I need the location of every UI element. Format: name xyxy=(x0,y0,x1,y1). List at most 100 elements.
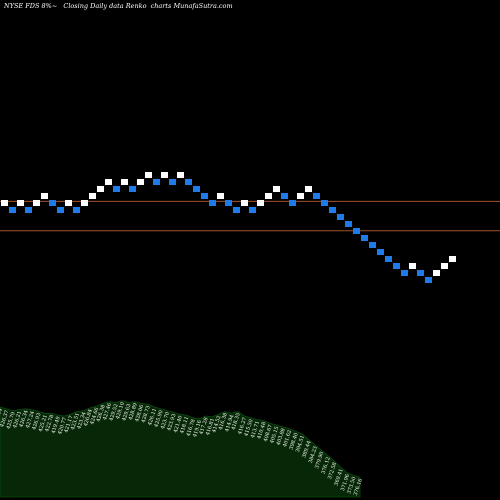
renko-brick-down xyxy=(385,256,392,262)
volume-label: 420.77 xyxy=(57,417,68,435)
volume-label: 417.28 xyxy=(199,417,210,435)
renko-brick-up xyxy=(265,193,272,199)
renko-brick-down xyxy=(361,235,368,241)
renko-brick-down xyxy=(233,207,240,213)
volume-label: 372.58 xyxy=(327,462,338,480)
volume-label: 423.93 xyxy=(166,413,177,431)
volume-label: 425.90 xyxy=(154,410,165,428)
renko-brick-down xyxy=(209,200,216,206)
renko-brick-up xyxy=(105,179,112,185)
volume-label: 421.17 xyxy=(64,415,75,433)
renko-brick-up xyxy=(305,186,312,192)
volume-label: 416.78 xyxy=(186,419,197,437)
renko-brick-up xyxy=(17,200,24,206)
volume-label: 429.52 xyxy=(109,403,120,421)
volume-label: 410.48 xyxy=(256,421,267,439)
renko-brick-down xyxy=(345,221,352,227)
volume-label: 418.35 xyxy=(231,412,242,430)
renko-brick-up xyxy=(449,256,456,262)
header-site: MunafaSutra.com xyxy=(172,2,232,10)
volume-label: 376.16 xyxy=(353,478,364,496)
volume-label: 428.89 xyxy=(128,402,139,420)
renko-brick-down xyxy=(73,207,80,213)
renko-brick-down xyxy=(169,179,176,185)
renko-brick-down xyxy=(113,186,120,192)
volume-label: 416.38 xyxy=(218,412,229,430)
renko-brick-down xyxy=(185,179,192,185)
volume-label: 421.40 xyxy=(173,415,184,433)
renko-brick-down xyxy=(9,207,16,213)
volume-label: 426.93 xyxy=(31,412,42,430)
volume-label: 426.84 xyxy=(83,409,94,427)
renko-brick-up xyxy=(65,200,72,206)
volume-label: 373.50 xyxy=(346,476,357,494)
renko-brick-down xyxy=(313,193,320,199)
renko-brick-down xyxy=(417,270,424,276)
volume-area: 427.04426.37425.79426.21426.34427.24426.… xyxy=(0,400,364,498)
renko-brick-up xyxy=(433,270,440,276)
volume-label: 415.50 xyxy=(244,419,255,437)
header-chart-kind: Renko xyxy=(125,2,147,10)
volume-label: 414.94 xyxy=(224,414,235,432)
volume-label: 423.34 xyxy=(76,411,87,429)
volume-label: 429.10 xyxy=(115,401,126,419)
renko-brick-down xyxy=(377,249,384,255)
volume-label: 425.21 xyxy=(38,414,49,432)
volume-label: 369.41 xyxy=(334,468,345,486)
renko-brick-up xyxy=(81,200,88,206)
renko-bricks xyxy=(1,172,456,283)
renko-brick-up xyxy=(137,179,144,185)
renko-brick-up xyxy=(217,193,224,199)
volume-label: 389.44 xyxy=(301,440,312,458)
volume-label: 419.49 xyxy=(51,416,62,434)
renko-brick-down xyxy=(49,200,56,206)
renko-brick-up xyxy=(441,263,448,269)
volume-label: 376.12 xyxy=(321,456,332,474)
header-ticker: NYSE FDS xyxy=(3,2,40,10)
volume-label: 405.15 xyxy=(269,426,280,444)
volume-label: 414.52 xyxy=(211,415,222,433)
volume-label: 425.79 xyxy=(6,411,17,429)
renko-brick-down xyxy=(393,263,400,269)
volume-label: 398.40 xyxy=(289,432,300,450)
renko-brick-down xyxy=(369,242,376,248)
volume-label: 428.73 xyxy=(141,405,152,423)
renko-brick-down xyxy=(425,277,432,283)
renko-brick-down xyxy=(225,200,232,206)
volume-label: 426.37 xyxy=(0,410,10,428)
renko-brick-down xyxy=(193,186,200,192)
volume-label: 403.88 xyxy=(276,428,287,446)
renko-brick-up xyxy=(409,263,416,269)
renko-brick-down xyxy=(337,214,344,220)
volume-label: 424.66 xyxy=(89,407,100,425)
volume-label: 401.62 xyxy=(282,429,293,447)
volume-label: 408.67 xyxy=(263,424,274,442)
renko-brick-down xyxy=(25,207,32,213)
renko-brick-down xyxy=(321,200,328,206)
header-description: Closing Daily data xyxy=(63,2,123,10)
volume-label: 426.11 xyxy=(147,408,158,426)
renko-brick-down xyxy=(249,207,256,213)
renko-brick-down xyxy=(201,193,208,199)
volume-label: 427.46 xyxy=(102,402,113,420)
volume-label: 427.24 xyxy=(25,410,36,428)
renko-brick-down xyxy=(401,270,408,276)
renko-brick-down xyxy=(329,207,336,213)
renko-brick-down xyxy=(153,179,160,185)
renko-brick-down xyxy=(57,207,64,213)
volume-label: 426.21 xyxy=(12,410,23,428)
renko-brick-up xyxy=(177,172,184,178)
renko-brick-up xyxy=(121,179,128,185)
volume-label: 429.63 xyxy=(121,403,132,421)
volume-label: 422.78 xyxy=(44,414,55,432)
renko-brick-up xyxy=(41,193,48,199)
renko-brick-up xyxy=(89,193,96,199)
renko-brick-down xyxy=(281,193,288,199)
volume-label: 428.06 xyxy=(134,404,145,422)
volume-label: 416.81 xyxy=(205,418,216,436)
renko-brick-up xyxy=(33,200,40,206)
volume-label: 426.34 xyxy=(19,410,30,428)
renko-brick-up xyxy=(273,186,280,192)
header-suffix: charts xyxy=(151,2,172,10)
